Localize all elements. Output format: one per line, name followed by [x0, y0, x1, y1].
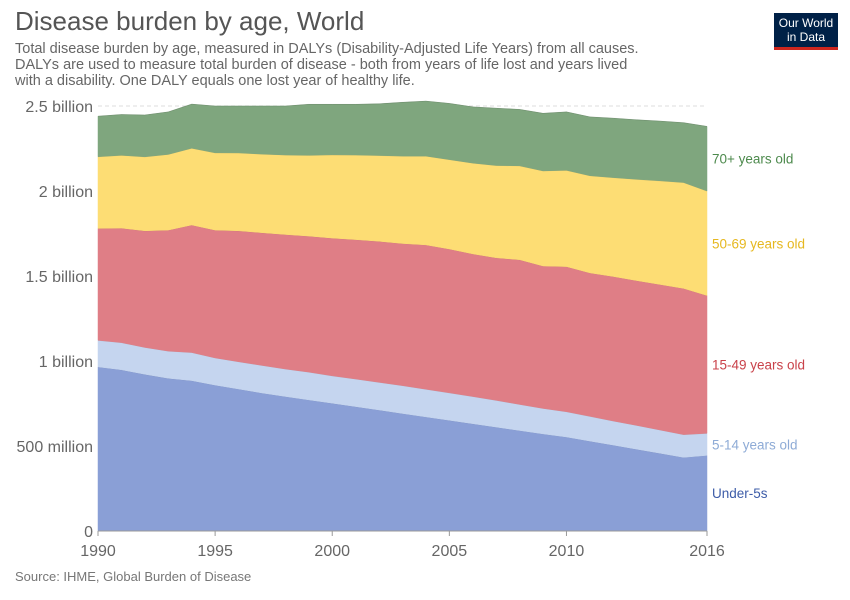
- y-tick-label: 0: [84, 524, 93, 541]
- y-tick-label: 1.5 billion: [25, 269, 93, 286]
- x-tick-label: 2000: [314, 543, 350, 560]
- logo-line-2: in Data: [786, 30, 826, 44]
- chart-subtitle: Total disease burden by age, measured in…: [15, 41, 639, 89]
- series-label-15-49-years-old: 15-49 years old: [712, 357, 805, 372]
- y-tick-label: 2 billion: [39, 184, 93, 201]
- series-label-50-69-years-old: 50-69 years old: [712, 236, 805, 251]
- area-70-years-old: [97, 100, 708, 192]
- series-label-under-5s: Under-5s: [712, 486, 768, 501]
- owid-logo[interactable]: Our World in Data: [774, 13, 838, 50]
- x-tick-label: 2010: [549, 543, 585, 560]
- series-label-5-14-years-old: 5-14 years old: [712, 437, 798, 452]
- y-tick-label: 1 billion: [39, 354, 93, 371]
- series-label-70-years-old: 70+ years old: [712, 152, 793, 167]
- source-note: Source: IHME, Global Burden of Disease: [15, 569, 252, 584]
- x-tick-label: 2016: [689, 543, 725, 560]
- y-tick-label: 500 million: [17, 439, 93, 456]
- y-tick-label: 2.5 billion: [25, 99, 93, 116]
- x-tick-label: 1995: [197, 543, 233, 560]
- x-tick-label: 2005: [432, 543, 468, 560]
- chart-title: Disease burden by age, World: [15, 6, 365, 36]
- logo-line-1: Our World: [778, 16, 834, 30]
- x-tick-label: 1990: [80, 543, 116, 560]
- area-edge-70-years-old: [97, 100, 708, 127]
